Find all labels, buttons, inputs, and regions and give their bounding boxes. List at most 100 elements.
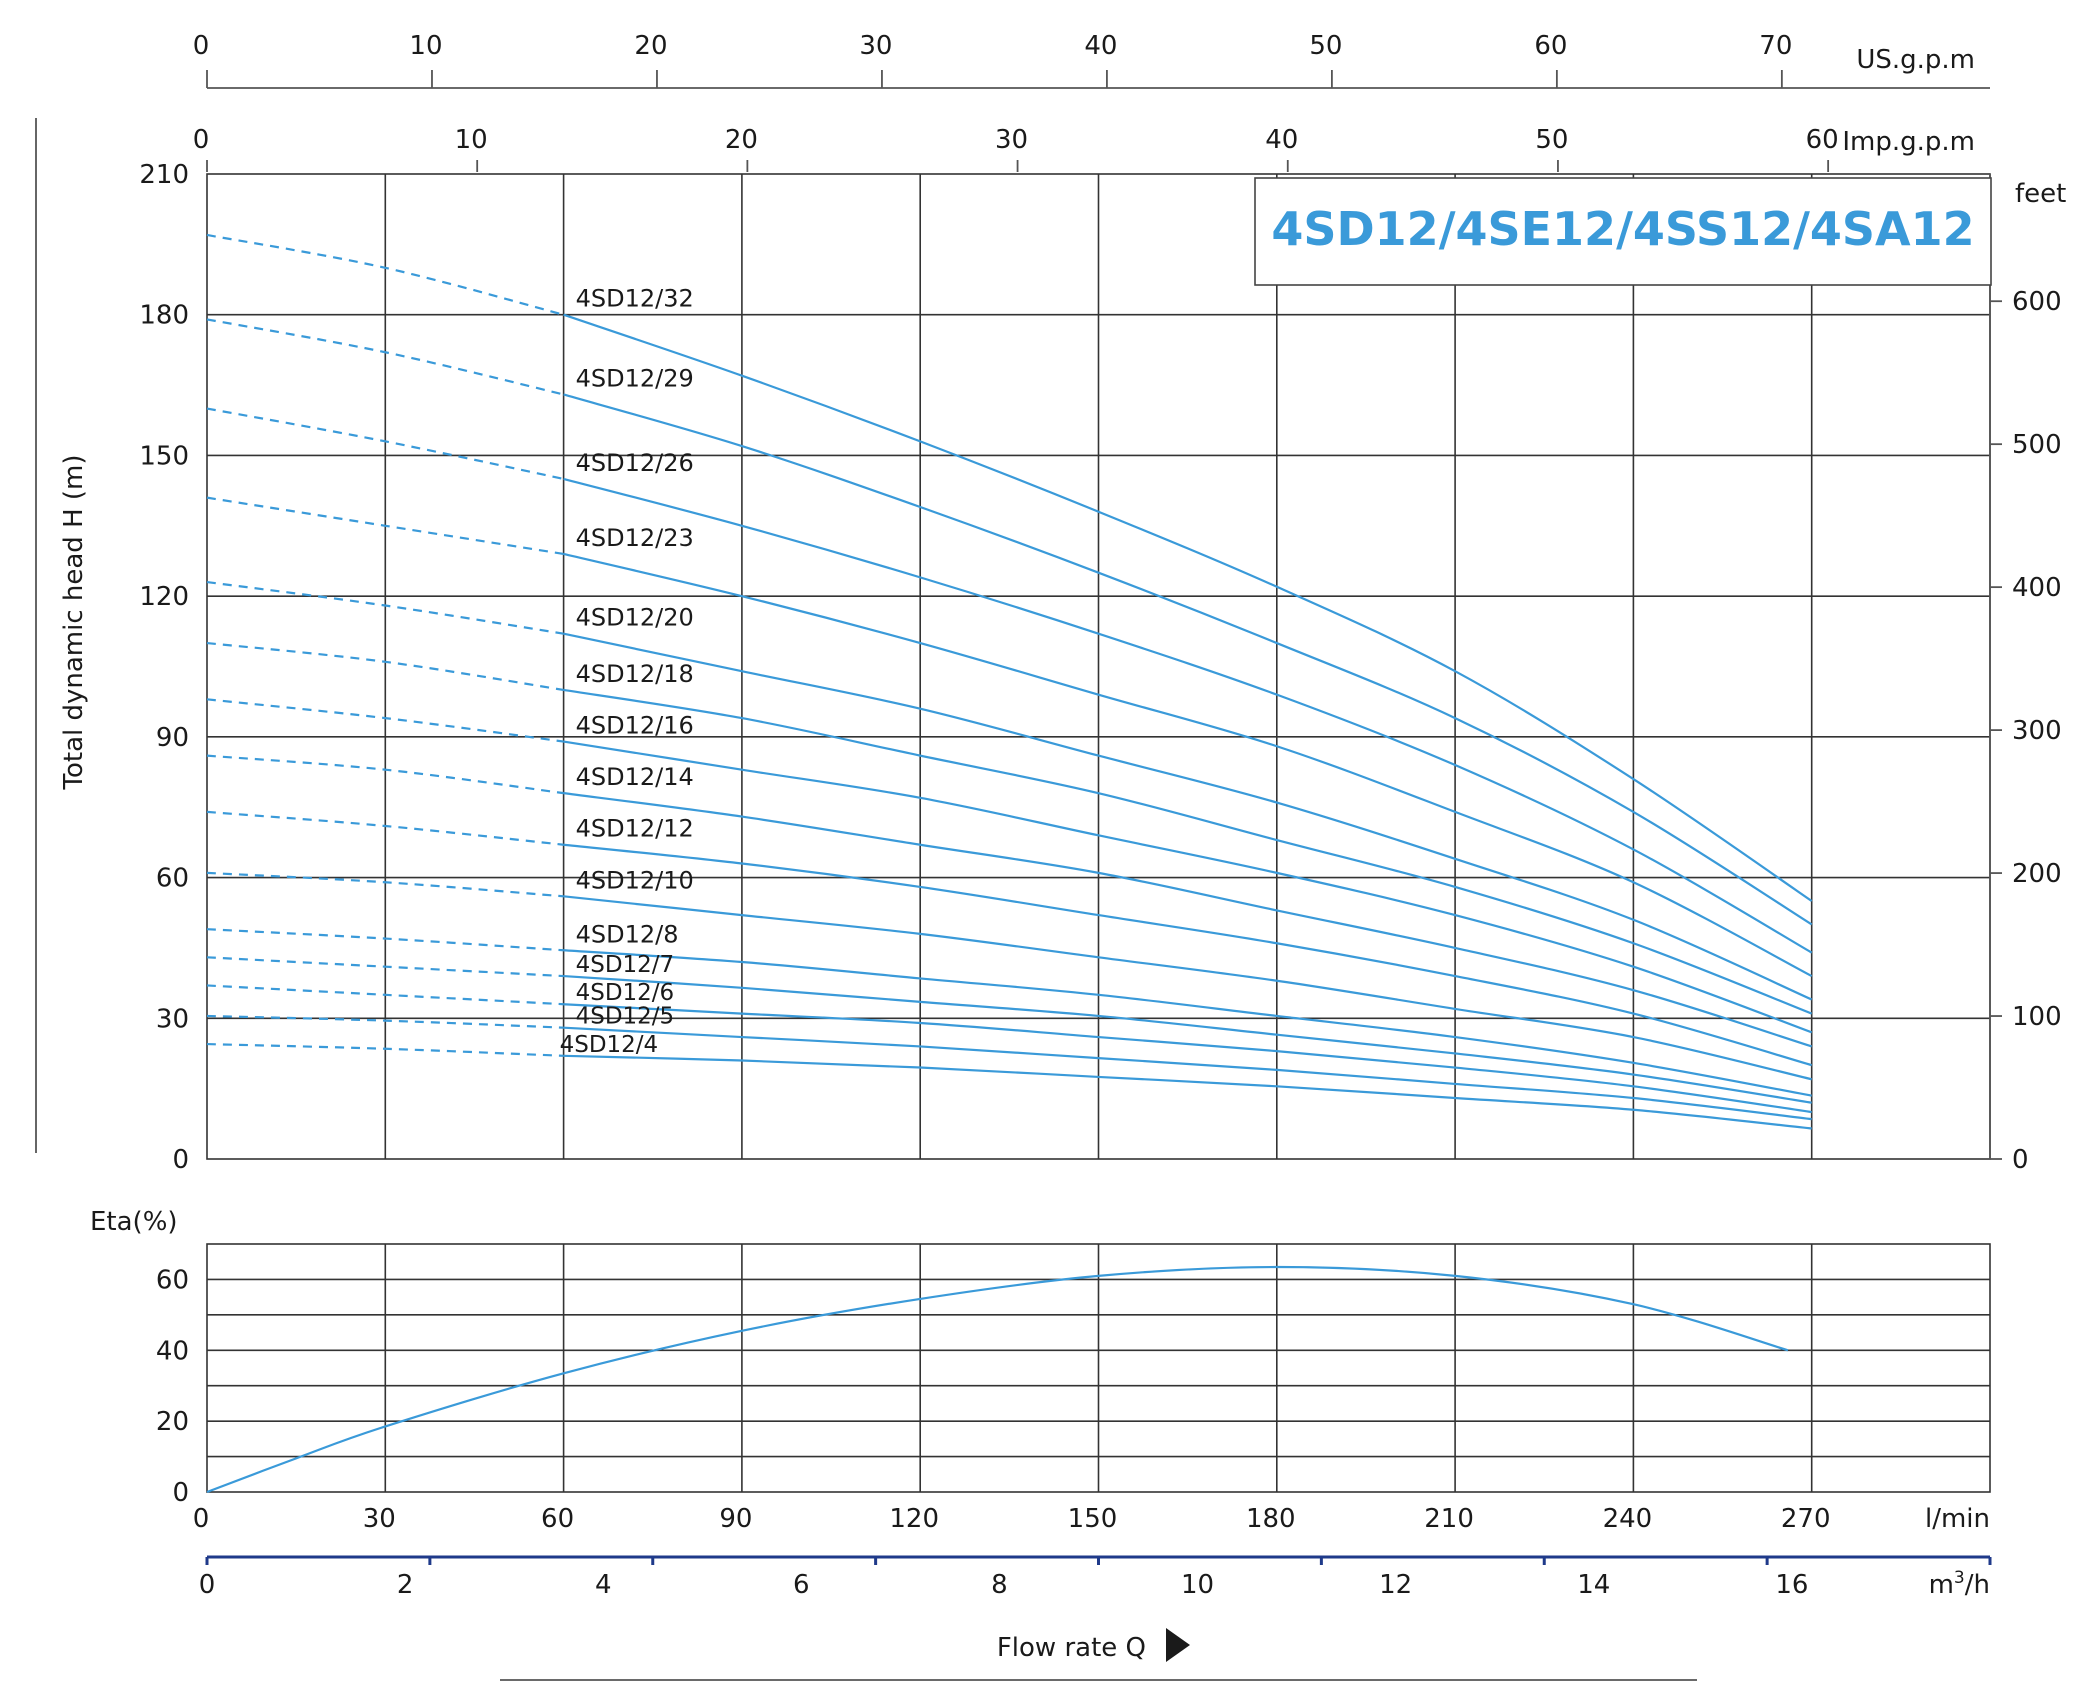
head-curve-label: 4SD12/32 — [576, 285, 694, 313]
head-curve-dashed — [206, 928, 564, 952]
us-gpm-tick-label: 70 — [1759, 31, 1792, 61]
lmin-tick-label: 270 — [1781, 1504, 1831, 1534]
m3h-tick-label: 8 — [991, 1570, 1008, 1600]
eta-curve — [206, 1265, 1789, 1494]
head-curve — [563, 477, 1813, 954]
lmin-tick-label: 60 — [541, 1504, 574, 1534]
m3h-unit: m3/h — [1929, 1568, 1990, 1600]
head-curve-label: 4SD12/6 — [576, 980, 675, 1006]
us-gpm-tick-label: 40 — [1084, 31, 1117, 61]
lmin-tick-label: 150 — [1068, 1504, 1118, 1534]
imp-gpm-tick-label: 20 — [725, 125, 758, 155]
head-curve — [563, 552, 1813, 978]
imp-gpm-tick-label: 50 — [1535, 125, 1568, 155]
head-curve — [563, 313, 1813, 902]
m3h-tick-label: 6 — [793, 1570, 810, 1600]
head-curve-dashed — [206, 407, 564, 480]
head-curve-label: 4SD12/12 — [576, 815, 694, 843]
lmin-tick-label: 90 — [719, 1504, 752, 1534]
eta-y-tick-label: 60 — [156, 1265, 189, 1295]
head-curve — [563, 895, 1812, 1081]
imp-gpm-tick-label: 40 — [1265, 125, 1298, 155]
imp-gpm-unit: Imp.g.p.m — [1842, 127, 1975, 157]
eta-y-tick-label: 40 — [156, 1336, 189, 1366]
feet-axis-tick-label: 100 — [2012, 1002, 2062, 1032]
feet-axis-tick-label: 400 — [2012, 573, 2062, 603]
head-curve — [563, 843, 1813, 1067]
feet-axis-tick-label: 200 — [2012, 859, 2062, 889]
us-gpm-tick-label: 0 — [193, 31, 210, 61]
grid-layer — [206, 173, 1991, 1493]
feet-axis-tick-label: 0 — [2012, 1145, 2029, 1175]
head-curve — [563, 688, 1813, 1015]
head-curve — [563, 792, 1813, 1048]
m3h-tick-label: 2 — [397, 1570, 414, 1600]
m3h-tick-label: 4 — [595, 1570, 612, 1600]
m3h-tick-label: 16 — [1775, 1570, 1808, 1600]
head-curve-label: 4SD12/14 — [576, 763, 694, 791]
imp-gpm-tick-label: 0 — [193, 125, 210, 155]
head-curve-dashed — [206, 871, 564, 898]
title-box — [1254, 177, 1992, 286]
chart-title: 4SD12/4SE12/4SS12/4SA12 — [1271, 202, 1974, 256]
head-curve — [563, 393, 1813, 926]
head-curve-label: 4SD12/26 — [576, 449, 694, 477]
lmin-tick-label: 210 — [1424, 1504, 1474, 1534]
head-curve-label: 4SD12/23 — [576, 524, 694, 552]
head-curve-dashed — [206, 233, 564, 316]
imp-gpm-tick-label: 10 — [455, 125, 488, 155]
eta-y-tick-label: 20 — [156, 1407, 189, 1437]
head-curve-dashed — [206, 318, 564, 396]
lmin-tick-label: 120 — [889, 1504, 939, 1534]
lmin-tick-label: 0 — [193, 1504, 210, 1534]
us-gpm-tick-label: 20 — [634, 31, 667, 61]
flow-rate-label: Flow rate Q — [997, 1633, 1146, 1663]
head-curve-label: 4SD12/5 — [576, 1004, 675, 1030]
m3h-tick-label: 10 — [1181, 1570, 1214, 1600]
head-curve-label: 4SD12/4 — [560, 1032, 659, 1058]
head-curve-label: 4SD12/18 — [576, 660, 694, 688]
head-y-tick-label: 90 — [156, 723, 189, 753]
head-curve-dashed — [206, 641, 564, 692]
head-y-tick-label: 120 — [139, 582, 189, 612]
head-curve-label: 4SD12/8 — [576, 920, 679, 948]
head-y-tick-label: 60 — [156, 864, 189, 894]
feet-axis-tick-label: 600 — [2012, 287, 2062, 317]
us-gpm-unit: US.g.p.m — [1856, 45, 1975, 75]
m3h-tick-label: 14 — [1577, 1570, 1610, 1600]
head-y-tick-label: 180 — [139, 301, 189, 331]
feet-axis-tick-label: 300 — [2012, 716, 2062, 746]
flow-direction-arrow-icon — [1166, 1628, 1190, 1662]
head-axis-title: Total dynamic head H (m) — [59, 454, 89, 790]
head-curve-dashed — [206, 956, 564, 978]
m3h-unit-tail: /h — [1965, 1570, 1990, 1600]
imp-gpm-tick-label: 60 — [1806, 125, 1839, 155]
head-curve-label: 4SD12/20 — [576, 604, 694, 632]
m3h-tick-label: 12 — [1379, 1570, 1412, 1600]
lmin-tick-label: 30 — [363, 1504, 396, 1534]
us-gpm-tick-label: 60 — [1534, 31, 1567, 61]
imp-gpm-tick-label: 30 — [995, 125, 1028, 155]
us-gpm-tick-label: 50 — [1309, 31, 1342, 61]
head-curve-label: 4SD12/16 — [576, 712, 694, 740]
m3h-unit-base: m — [1929, 1570, 1954, 1600]
head-curve-dashed — [206, 580, 564, 635]
head-curve-label: 4SD12/29 — [576, 364, 694, 392]
head-curve-dashed — [206, 698, 564, 743]
feet-axis-tick-label: 500 — [2012, 430, 2062, 460]
feet-axis-unit: feet — [2015, 179, 2066, 209]
head-curve — [563, 1054, 1812, 1130]
lmin-tick-label: 180 — [1246, 1504, 1296, 1534]
eta-axis-title: Eta(%) — [90, 1207, 178, 1237]
head-y-tick-label: 0 — [172, 1145, 189, 1175]
lmin-unit: l/min — [1925, 1504, 1990, 1534]
head-y-tick-label: 210 — [139, 160, 189, 190]
head-curve-dashed — [206, 1042, 564, 1057]
m3h-tick-label: 0 — [199, 1570, 216, 1600]
head-y-tick-label: 30 — [156, 1004, 189, 1034]
head-curve-dashed — [206, 1014, 564, 1029]
head-curve-dashed — [206, 496, 564, 556]
head-y-tick-label: 150 — [139, 441, 189, 471]
